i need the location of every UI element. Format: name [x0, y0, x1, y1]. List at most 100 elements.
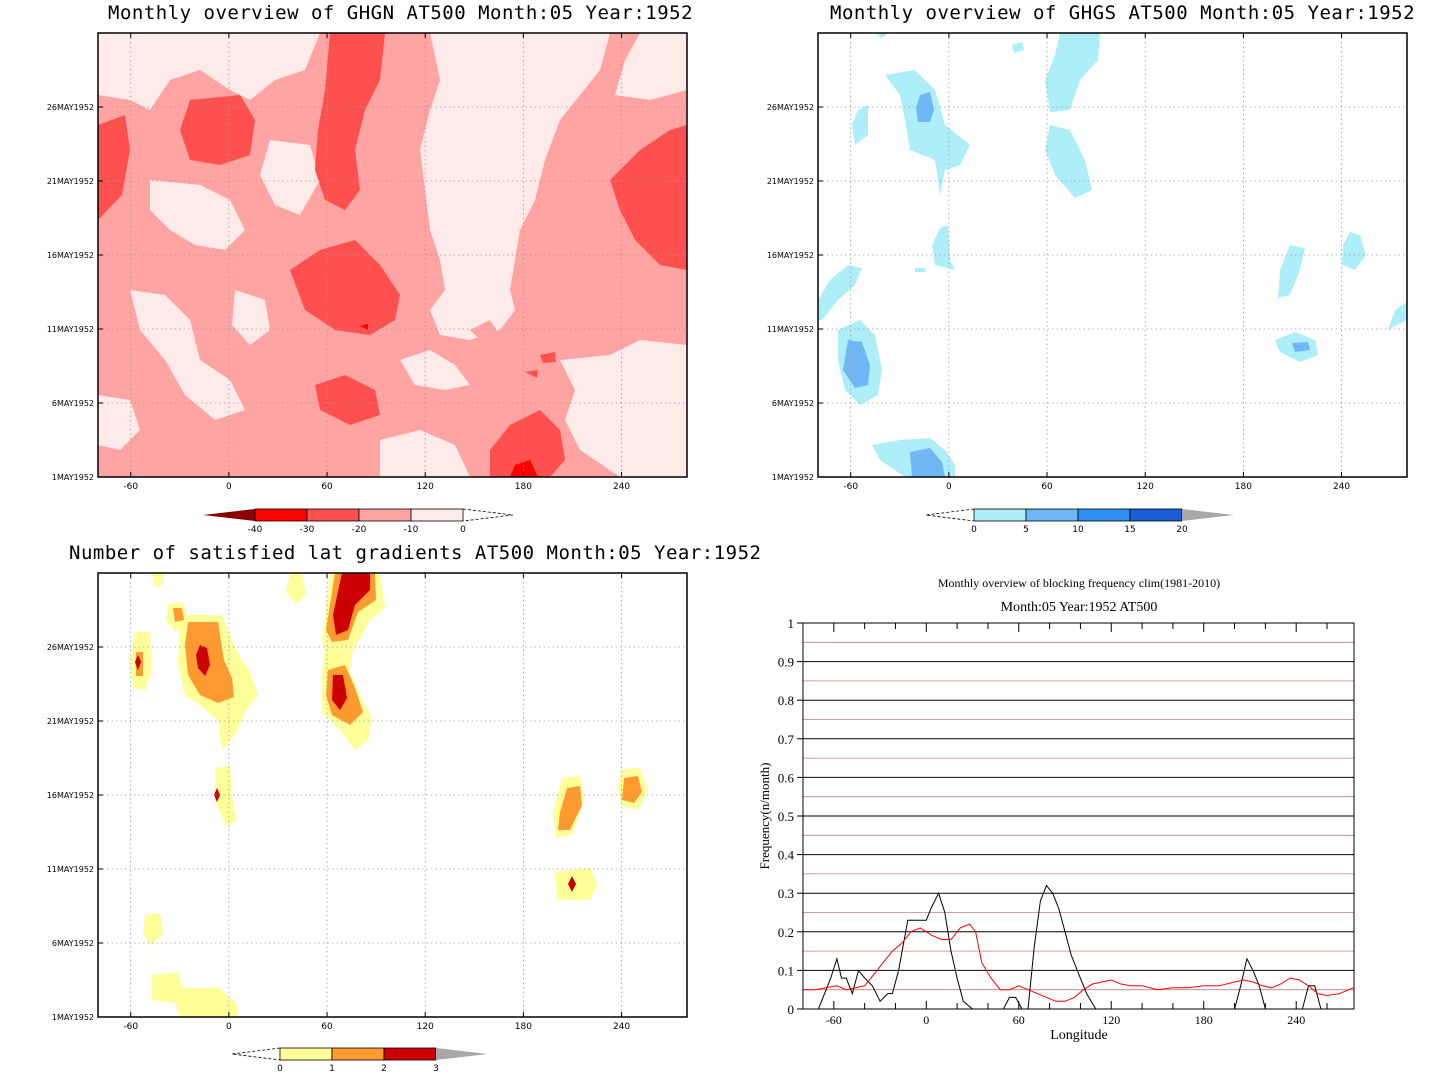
y-tick-label: 1MAY1952 [52, 473, 94, 482]
colorbar-box [254, 508, 308, 522]
ghgs-contour-medium [916, 92, 934, 122]
x-tick-label: 240 [1333, 482, 1350, 492]
lat-contour-low [152, 573, 165, 586]
lat-contours [130, 573, 648, 1017]
colorbar-end-triangle [436, 1048, 488, 1060]
colorbar-box [331, 1047, 385, 1061]
colorbar-label: 15 [1124, 525, 1135, 535]
x-tick-label: 0 [923, 1013, 929, 1027]
ghgn-contour-light [420, 33, 610, 340]
ghgs-contour-medium [1292, 342, 1310, 352]
y-tick-label: 26MAY1952 [767, 103, 814, 112]
ghgn-contour-light [260, 140, 320, 215]
y-tick-label: 0.4 [778, 848, 795, 863]
x-tick-label: 240 [613, 482, 630, 492]
colorbar-box [1077, 508, 1131, 522]
y-tick-label: 21MAY1952 [767, 177, 814, 186]
ghgs-contour-light [1278, 245, 1305, 298]
ghgn-contours [98, 33, 687, 477]
y-tick-label: 11MAY1952 [47, 325, 94, 334]
y-tick-label: 0.9 [778, 655, 794, 670]
y-tick-label: 11MAY1952 [47, 865, 94, 874]
ghgs-contour-light [852, 105, 868, 145]
y-tick-label: 0.2 [778, 925, 794, 940]
ghgn-contour-strong [315, 375, 380, 425]
ghgs-contour-light [1388, 302, 1407, 330]
ghgn-contour-strong [290, 240, 400, 335]
ghgs-contour-light [1045, 33, 1100, 112]
y-tick-label: 0.1 [778, 963, 794, 978]
ghgn-colorbar: -40 -30 -20 -10 0 [203, 508, 514, 535]
ghgn-contour-light [150, 180, 245, 250]
colorbar-label: -10 [404, 525, 419, 535]
y-tick-label: 6MAY1952 [772, 399, 814, 408]
lat-contour-low [152, 972, 238, 1017]
ghgn-contour-strong [98, 115, 130, 220]
ghgn-title: Monthly overview of GHGN AT500 Month:05 … [108, 2, 694, 24]
ghgn-contour-light [130, 290, 245, 420]
x-tick-label: 60 [1041, 482, 1053, 492]
x-tick-label: 60 [321, 1022, 333, 1032]
y-tick-label: 0 [788, 1002, 795, 1017]
lat-contour-low [286, 573, 306, 604]
y-tick-label: 26MAY1952 [47, 643, 94, 652]
lat-contour-high [196, 645, 210, 676]
colorbar-label: -20 [352, 525, 367, 535]
lat-contour-mid [173, 608, 184, 622]
x-tick-label: 240 [1287, 1013, 1305, 1027]
ghgn-contour-strong [610, 125, 687, 270]
lat-gradients-panel: -60 0 60 120 180 2401MAY19526MAY195211MAY1952… [47, 572, 688, 1074]
ghgn-contour-light [98, 33, 320, 110]
colorbar-box [1025, 508, 1079, 522]
ghgs-grid [818, 33, 1407, 477]
ghgn-contour-light [380, 430, 470, 477]
x-tick-label: 0 [226, 482, 232, 492]
x-tick-label: -60 [843, 482, 858, 492]
freq-subtitle: Month:05 Year:1952 AT500 [1001, 600, 1158, 615]
lat-contour-low [143, 913, 163, 945]
x-tick-label: 180 [515, 482, 532, 492]
y-tick-label: 11MAY1952 [767, 325, 814, 334]
x-tick-label: -60 [123, 482, 138, 492]
ghgs-contour-medium [910, 448, 945, 477]
ghgs-contour-light [875, 33, 888, 38]
y-tick-label: 6MAY1952 [52, 939, 94, 948]
x-tick-label: 180 [515, 1022, 532, 1032]
ghgs-contour-medium [843, 340, 870, 388]
series-frequency-line [803, 884, 1354, 1009]
colorbar-box [973, 508, 1027, 522]
x-tick-label: 120 [417, 482, 434, 492]
ghgs-title: Monthly overview of GHGS AT500 Month:05 … [830, 2, 1416, 24]
x-tick-label: 120 [417, 1022, 434, 1032]
ghgn-contour-light [98, 395, 140, 450]
ghgn-contour-light [615, 33, 687, 100]
blocking-frequency-panel: Monthly overview of blocking frequency c… [757, 576, 1355, 1043]
lat-contour-high [333, 573, 370, 635]
ghgs-colorbar: 0 5 10 15 20 [925, 508, 1234, 535]
y-tick-label: 21MAY1952 [47, 717, 94, 726]
ghgn-grid [98, 33, 687, 477]
colorbar-label: -40 [248, 525, 263, 535]
lat-contour-high [332, 675, 347, 710]
lat-contour-mid [558, 786, 582, 830]
freq-grid [803, 622, 1354, 991]
ghgn-panel: -60 0 60 120 180 240 1MAY1952 6MAY1952 11MAY1952… [47, 32, 688, 535]
x-tick-label: 180 [1195, 1013, 1213, 1027]
colorbar-open-triangle [231, 1047, 281, 1061]
y-tick-label: 0.6 [778, 770, 795, 785]
x-tick-label: 0 [226, 1022, 232, 1032]
y-tick-label: 0.5 [778, 809, 794, 824]
lat-grid [98, 573, 687, 1017]
lat-contour-high [135, 655, 141, 670]
colorbar-label: 10 [1072, 525, 1084, 535]
lat-contour-low [215, 765, 236, 826]
lat-axes: -60 0 60 120 180 240 1MAY1952 6MAY1952 11MAY1952… [47, 573, 630, 1032]
x-tick-label: 0 [946, 482, 952, 492]
colorbar-box [383, 1047, 437, 1061]
y-tick-label: 1MAY1952 [772, 473, 814, 482]
colorbar-label: 5 [1023, 525, 1029, 535]
colorbar-label: 0 [460, 525, 466, 535]
colorbar-open-triangle [462, 508, 514, 522]
ghgs-contours [818, 33, 1407, 477]
